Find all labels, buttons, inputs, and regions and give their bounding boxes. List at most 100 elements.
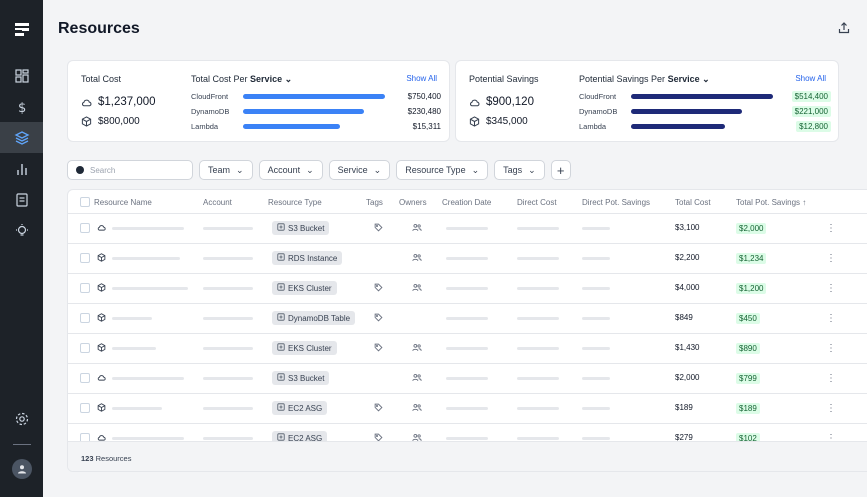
row-menu-icon[interactable]: ⋮ bbox=[826, 283, 836, 294]
owners-icon[interactable] bbox=[412, 373, 422, 382]
owners-icon[interactable] bbox=[412, 403, 422, 412]
total-savings-value: $1,234 bbox=[736, 253, 767, 264]
direct-savings-placeholder bbox=[582, 227, 610, 230]
tag-icon[interactable] bbox=[374, 433, 383, 442]
account-placeholder bbox=[203, 287, 253, 290]
row-menu-icon[interactable]: ⋮ bbox=[826, 373, 836, 384]
total-cost-secondary: $800,000 bbox=[81, 116, 140, 127]
row-checkbox[interactable] bbox=[80, 373, 90, 383]
row-checkbox[interactable] bbox=[80, 253, 90, 263]
total-cost-per-label: Total Cost Per bbox=[191, 74, 248, 84]
sidebar-item-resources[interactable] bbox=[0, 122, 43, 153]
filter-resource-type-dropdown[interactable]: Resource Type ⌄ bbox=[396, 160, 489, 180]
filter-service-label: Service bbox=[337, 165, 368, 175]
table-header: Resource Name Account Resource Type Tags… bbox=[68, 190, 867, 214]
sidebar-item-reports[interactable] bbox=[0, 184, 43, 215]
owners-icon[interactable] bbox=[412, 223, 422, 232]
row-checkbox[interactable] bbox=[80, 283, 90, 293]
sidebar-item-costs[interactable]: $ bbox=[0, 91, 43, 122]
total-cost-bar-label: Lambda bbox=[191, 122, 219, 131]
tag-icon[interactable] bbox=[374, 223, 383, 232]
row-menu-icon[interactable]: ⋮ bbox=[826, 433, 836, 444]
potential-savings-bar bbox=[631, 109, 742, 114]
table-row[interactable]: EC2 ASG $189 $189 ⋮ bbox=[68, 394, 867, 424]
row-menu-icon[interactable]: ⋮ bbox=[826, 343, 836, 354]
potential-savings-dimension-dropdown[interactable]: Service ⌄ bbox=[667, 74, 710, 84]
total-cost-bar-row: DynamoDB $230,480 bbox=[191, 107, 441, 116]
app-logo-icon[interactable] bbox=[11, 18, 33, 40]
resource-name-placeholder bbox=[112, 347, 156, 350]
add-filter-button[interactable]: + bbox=[550, 160, 571, 180]
header-direct-pot-savings[interactable]: Direct Pot. Savings bbox=[582, 198, 651, 207]
direct-cost-placeholder bbox=[517, 227, 559, 230]
document-icon bbox=[15, 192, 28, 207]
table-row[interactable]: EKS Cluster $1,430 $890 ⋮ bbox=[68, 334, 867, 364]
filter-tags-dropdown[interactable]: Tags ⌄ bbox=[494, 160, 545, 180]
row-menu-icon[interactable]: ⋮ bbox=[826, 223, 836, 234]
sidebar-item-recommendations[interactable] bbox=[0, 215, 43, 246]
filter-team-dropdown[interactable]: Team ⌄ bbox=[199, 160, 253, 180]
table-row[interactable]: DynamoDB Table $849 $450 ⋮ bbox=[68, 304, 867, 334]
header-total-cost[interactable]: Total Cost bbox=[675, 198, 711, 207]
export-button[interactable] bbox=[835, 19, 853, 37]
row-menu-icon[interactable]: ⋮ bbox=[826, 313, 836, 324]
row-checkbox[interactable] bbox=[80, 223, 90, 233]
resource-name-placeholder bbox=[112, 317, 152, 320]
total-cost-value: $2,000 bbox=[675, 373, 700, 382]
user-avatar[interactable] bbox=[11, 459, 32, 479]
total-cost-value: $4,000 bbox=[675, 283, 700, 292]
table-row[interactable]: EKS Cluster $4,000 $1,200 ⋮ bbox=[68, 274, 867, 304]
tag-icon[interactable] bbox=[374, 313, 383, 322]
search-input[interactable]: Search bbox=[67, 160, 193, 180]
table-row[interactable]: RDS Instance $2,200 $1,234 ⋮ bbox=[68, 244, 867, 274]
total-cost-primary-value: $1,237,000 bbox=[98, 96, 156, 108]
owners-icon[interactable] bbox=[412, 433, 422, 442]
filter-bar: Search Team ⌄ Account ⌄ Service ⌄ Resource … bbox=[67, 160, 571, 180]
owners-icon[interactable] bbox=[412, 253, 422, 262]
filter-service-dropdown[interactable]: Service ⌄ bbox=[328, 160, 391, 180]
filter-account-dropdown[interactable]: Account ⌄ bbox=[258, 160, 323, 180]
sidebar: $ bbox=[0, 0, 43, 497]
select-all-checkbox[interactable] bbox=[80, 197, 90, 207]
row-checkbox[interactable] bbox=[80, 403, 90, 413]
resource-type-icon bbox=[277, 433, 285, 443]
row-checkbox[interactable] bbox=[80, 313, 90, 323]
header-owners[interactable]: Owners bbox=[399, 198, 427, 207]
row-menu-icon[interactable]: ⋮ bbox=[826, 403, 836, 414]
header-creation-date[interactable]: Creation Date bbox=[442, 198, 492, 207]
cube-icon bbox=[97, 283, 106, 292]
resource-type-badge: EKS Cluster bbox=[272, 341, 337, 355]
header-account[interactable]: Account bbox=[203, 198, 232, 207]
tag-icon[interactable] bbox=[374, 343, 383, 352]
table-row[interactable]: S3 Bucket $3,100 $2,000 ⋮ bbox=[68, 214, 867, 244]
header-tags[interactable]: Tags bbox=[366, 198, 383, 207]
sidebar-item-analytics[interactable] bbox=[0, 153, 43, 184]
total-cost-value: $3,100 bbox=[675, 223, 700, 232]
total-cost-value: $2,200 bbox=[675, 253, 700, 262]
table-row[interactable]: S3 Bucket $2,000 $799 ⋮ bbox=[68, 364, 867, 394]
settings-button[interactable] bbox=[0, 403, 43, 434]
total-cost-dimension-dropdown[interactable]: Service ⌄ bbox=[250, 74, 293, 84]
header-resource-name[interactable]: Resource Name bbox=[94, 198, 152, 207]
account-placeholder bbox=[203, 227, 253, 230]
potential-savings-secondary: $345,000 bbox=[469, 116, 528, 127]
total-cost-show-all-link[interactable]: Show All bbox=[406, 74, 437, 83]
row-checkbox[interactable] bbox=[80, 343, 90, 353]
tag-icon[interactable] bbox=[374, 283, 383, 292]
total-savings-value: $1,200 bbox=[736, 283, 767, 294]
header-resource-type[interactable]: Resource Type bbox=[268, 198, 322, 207]
gear-icon bbox=[15, 412, 28, 425]
sidebar-item-dashboard[interactable] bbox=[0, 60, 43, 91]
resource-name-placeholder bbox=[112, 407, 162, 410]
row-menu-icon[interactable]: ⋮ bbox=[826, 253, 836, 264]
resource-type-badge: EC2 ASG bbox=[272, 401, 328, 415]
page-title: Resources bbox=[58, 20, 140, 37]
owners-icon[interactable] bbox=[412, 343, 422, 352]
potential-savings-show-all-link[interactable]: Show All bbox=[795, 74, 826, 83]
savings-badge: $12,800 bbox=[796, 121, 831, 132]
owners-icon[interactable] bbox=[412, 283, 422, 292]
header-total-pot-savings[interactable]: Total Pot. Savings ↑ bbox=[736, 198, 807, 207]
account-placeholder bbox=[203, 257, 253, 260]
header-direct-cost[interactable]: Direct Cost bbox=[517, 198, 557, 207]
tag-icon[interactable] bbox=[374, 403, 383, 412]
